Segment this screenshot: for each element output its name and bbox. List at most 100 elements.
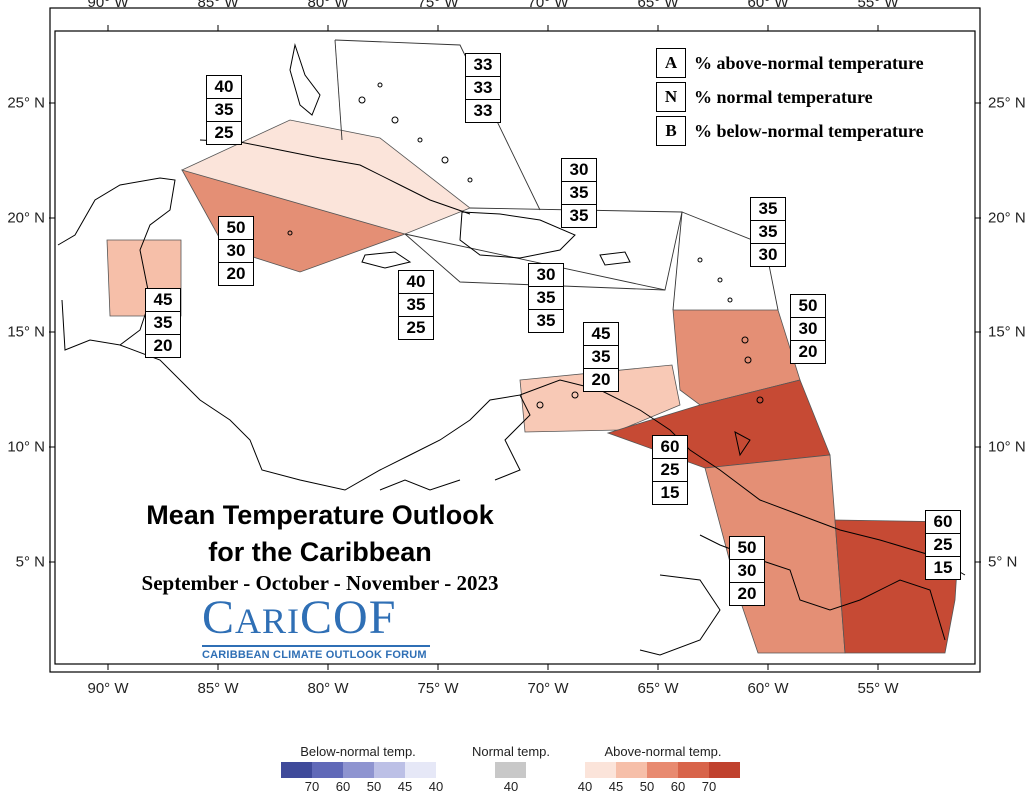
colorbar-above-swatch: [585, 762, 616, 778]
colorbar-above-swatch: [647, 762, 678, 778]
legend-key-letter: A: [656, 48, 686, 78]
prob-box-abc-islands: 45 35 20: [583, 322, 619, 392]
prob-above: 60: [933, 512, 953, 531]
prob-normal: 25: [926, 533, 960, 556]
prob-below: 20: [730, 582, 764, 605]
prob-normal: 35: [562, 181, 596, 204]
logo-wordmark: CARICOF: [202, 591, 397, 644]
prob-below: 30: [751, 243, 785, 266]
prob-above: 30: [536, 265, 556, 284]
colorbar-below-tick: 70: [304, 779, 320, 791]
colorbar-above-tick: 50: [639, 779, 655, 791]
prob-box-guyana: 50 30 20: [729, 536, 765, 606]
prob-above: 50: [226, 218, 246, 237]
legend-key-text: % above-normal temperature: [694, 52, 924, 73]
prob-below: 35: [529, 309, 563, 332]
longitude-tick-label: 65° W: [637, 0, 679, 11]
colorbar-below-tick: 60: [335, 779, 351, 791]
latitude-tick-label: 5° N: [15, 553, 45, 571]
colorbar-below-swatch: [374, 762, 405, 778]
tick-marks: [49, 25, 981, 670]
coastlines: [57, 43, 966, 656]
longitude-tick-label: 90° W: [87, 680, 129, 697]
colorbar-above-swatch: [678, 762, 709, 778]
prob-box-jamaica: 40 35 25: [398, 270, 434, 340]
map-title-line2: for the Caribbean: [208, 537, 432, 567]
prob-above: 50: [737, 538, 757, 557]
longitude-tick-label: 90° W: [87, 0, 129, 11]
latitude-tick-label: 10° N: [7, 438, 45, 456]
map-title: Mean Temperature Outlook: [146, 500, 494, 530]
colorbar-normal-label: Normal temp.: [471, 744, 551, 759]
prob-below: 20: [584, 368, 618, 391]
legend-key-normal: N % normal temperature: [656, 82, 873, 112]
prob-box-windward: 50 30 20: [790, 294, 826, 364]
longitude-tick-label: 75° W: [417, 0, 459, 11]
longitude-tick-label: 55° W: [857, 0, 899, 11]
colorbar-above-tick: 70: [701, 779, 717, 791]
region-guyana: [704, 454, 846, 654]
prob-above: 60: [660, 437, 680, 456]
prob-above: 45: [591, 324, 611, 343]
latitude-tick-label: 15° N: [7, 323, 45, 341]
prob-normal: 35: [751, 220, 785, 243]
prob-above: 33: [473, 55, 493, 74]
colorbar-above-swatch: [616, 762, 647, 778]
latitude-tick-label: 15° N: [988, 323, 1026, 341]
longitude-tick-label: 85° W: [197, 0, 239, 11]
prob-below: 15: [926, 556, 960, 579]
colorbar-above-tick: 60: [670, 779, 686, 791]
colorbar-above-tick: 40: [577, 779, 593, 791]
prob-below: 33: [466, 99, 500, 122]
colorbar-below-swatch: [343, 762, 374, 778]
prob-normal: 30: [791, 317, 825, 340]
prob-above: 30: [569, 160, 589, 179]
latitude-tick-label: 20° N: [7, 209, 45, 227]
colorbar-below-tick: 45: [397, 779, 413, 791]
prob-above: 35: [758, 199, 778, 218]
colorbar-below-label: Below-normal temp.: [300, 744, 416, 759]
prob-normal: 25: [653, 458, 687, 481]
longitude-tick-label: 55° W: [857, 680, 899, 697]
outer-frame: [49, 7, 981, 673]
longitude-tick-label: 70° W: [527, 0, 569, 11]
prob-above: 50: [798, 296, 818, 315]
region-abc: [519, 364, 681, 433]
prob-below: 15: [653, 481, 687, 504]
prob-below: 25: [207, 121, 241, 144]
longitude-tick-label: 60° W: [747, 0, 789, 11]
prob-box-bahamas: 33 33 33: [465, 53, 501, 123]
prob-normal: 33: [466, 76, 500, 99]
prob-box-cuba: 40 35 25: [206, 75, 242, 145]
prob-box-belize: 45 35 20: [145, 288, 181, 358]
prob-normal: 35: [584, 345, 618, 368]
colorbar-above-swatch: [709, 762, 740, 778]
prob-box-cayman: 50 30 20: [218, 216, 254, 286]
legend-key-above: A % above-normal temperature: [656, 48, 924, 78]
longitude-tick-label: 85° W: [197, 680, 239, 697]
longitude-tick-label: 80° W: [307, 680, 349, 697]
prob-below: 35: [562, 204, 596, 227]
prob-box-turks-caicos: 30 35 35: [561, 158, 597, 228]
colorbar-normal-swatch: [495, 762, 526, 778]
longitude-tick-label: 75° W: [417, 680, 459, 697]
colorbar-below-swatch: [281, 762, 312, 778]
colorbar-below-tick: 40: [428, 779, 444, 791]
latitude-tick-label: 10° N: [988, 438, 1026, 456]
legend-key-letter: N: [656, 82, 686, 112]
legend-key-text: % below-normal temperature: [694, 120, 924, 141]
legend-key-letter: B: [656, 116, 686, 146]
islands: [287, 82, 764, 409]
legend-key-text: % normal temperature: [694, 86, 873, 107]
prob-box-trinidad: 60 25 15: [652, 435, 688, 505]
prob-above: 40: [406, 272, 426, 291]
prob-above: 40: [214, 77, 234, 96]
latitude-tick-label: 20° N: [988, 209, 1026, 227]
prob-normal: 30: [730, 559, 764, 582]
prob-box-leeward: 35 35 30: [750, 197, 786, 267]
colorbar-above-tick: 45: [608, 779, 624, 791]
latitude-tick-label: 25° N: [7, 94, 45, 112]
longitude-tick-label: 65° W: [637, 680, 679, 697]
colorbar-below-swatch: [312, 762, 343, 778]
